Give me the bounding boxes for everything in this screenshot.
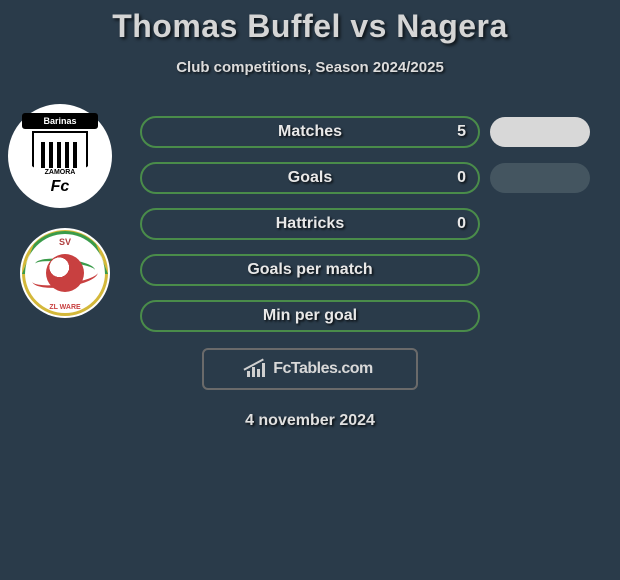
footer-date: 4 november 2024 bbox=[0, 412, 620, 430]
stat-row: Matches5 bbox=[140, 116, 600, 148]
team-badge-2: SV ZL WARE bbox=[20, 228, 110, 318]
stat-label: Goals bbox=[142, 169, 478, 187]
stats-bars: Matches5Goals0Hattricks0Goals per matchM… bbox=[140, 116, 600, 332]
team-badge-1: Barinas ZAMORA Fc bbox=[8, 104, 112, 208]
badge1-banner: Barinas bbox=[22, 113, 98, 129]
chart-icon bbox=[247, 361, 267, 377]
stat-bar: Goals0 bbox=[140, 162, 480, 194]
stat-row: Min per goal bbox=[140, 300, 600, 332]
stat-row: Goals0 bbox=[140, 162, 600, 194]
subtitle: Club competitions, Season 2024/2025 bbox=[0, 59, 620, 76]
team-badges: Barinas ZAMORA Fc SV ZL WARE bbox=[8, 104, 112, 338]
badge1-stripes-icon bbox=[41, 142, 79, 168]
stat-label: Goals per match bbox=[142, 261, 478, 279]
stat-label: Matches bbox=[142, 123, 478, 141]
stat-bar: Goals per match bbox=[140, 254, 480, 286]
content-area: Barinas ZAMORA Fc SV ZL WARE bbox=[0, 116, 620, 430]
badge2-bottom-text: ZL WARE bbox=[49, 304, 80, 311]
comparison-pill bbox=[490, 163, 590, 193]
badge1-fc-text: Fc bbox=[45, 177, 75, 197]
stat-value: 0 bbox=[457, 215, 466, 233]
page-title: Thomas Buffel vs Nagera bbox=[0, 8, 620, 45]
attribution-text: FcTables.com bbox=[273, 360, 373, 378]
stat-label: Min per goal bbox=[142, 307, 478, 325]
badge2-top-text: SV bbox=[59, 237, 71, 247]
stat-bar: Min per goal bbox=[140, 300, 480, 332]
badge1-shield-text: ZAMORA bbox=[45, 169, 76, 176]
main-container: Thomas Buffel vs Nagera Club competition… bbox=[0, 0, 620, 430]
comparison-pill bbox=[490, 117, 590, 147]
stat-row: Hattricks0 bbox=[140, 208, 600, 240]
stat-row: Goals per match bbox=[140, 254, 600, 286]
attribution-box: FcTables.com bbox=[202, 348, 418, 390]
stat-value: 5 bbox=[457, 123, 466, 141]
stat-label: Hattricks bbox=[142, 215, 478, 233]
stat-value: 0 bbox=[457, 169, 466, 187]
stat-bar: Matches5 bbox=[140, 116, 480, 148]
stat-bar: Hattricks0 bbox=[140, 208, 480, 240]
